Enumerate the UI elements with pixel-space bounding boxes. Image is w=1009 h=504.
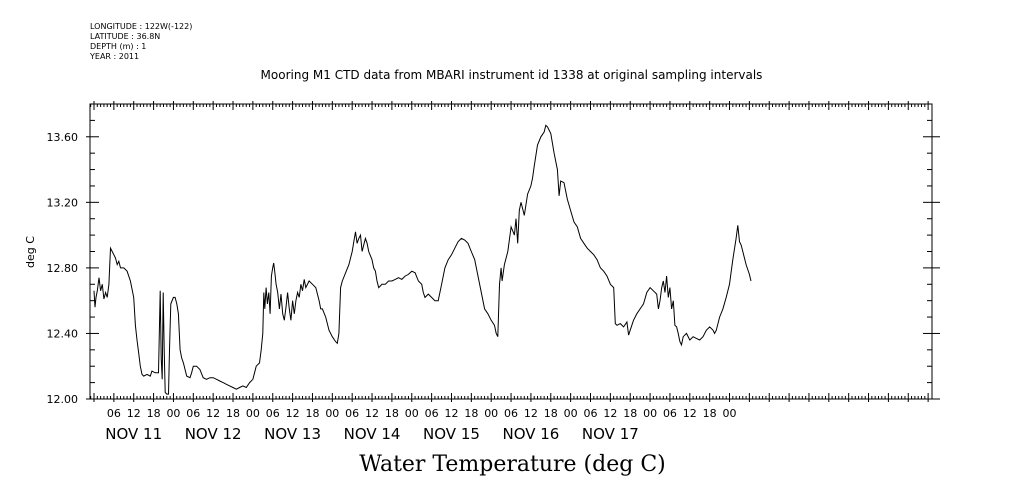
x-day-label: NOV 11 bbox=[105, 425, 162, 443]
x-tick-label: 18 bbox=[305, 407, 319, 420]
x-tick-label: 12 bbox=[444, 407, 458, 420]
x-tick-label: 18 bbox=[385, 407, 399, 420]
x-tick-label: 06 bbox=[107, 407, 121, 420]
x-tick-label: 18 bbox=[147, 407, 161, 420]
x-tick-label: 18 bbox=[623, 407, 637, 420]
x-tick-label: 06 bbox=[504, 407, 518, 420]
x-tick-label: 12 bbox=[127, 407, 141, 420]
x-tick-label: 06 bbox=[266, 407, 280, 420]
metadata-block: LONGITUDE : 122W(-122) LATITUDE : 36.8N … bbox=[90, 22, 192, 62]
y-tick-label: 12.40 bbox=[47, 327, 79, 340]
x-tick-label: 00 bbox=[564, 407, 578, 420]
x-tick-label: 00 bbox=[723, 407, 737, 420]
x-tick-label: 00 bbox=[246, 407, 260, 420]
x-tick-label: 18 bbox=[703, 407, 717, 420]
x-tick-label: 00 bbox=[166, 407, 180, 420]
depth-label: DEPTH (m) : 1 bbox=[90, 42, 147, 51]
x-tick-label: 18 bbox=[226, 407, 240, 420]
x-tick-label: 06 bbox=[345, 407, 359, 420]
x-day-label: NOV 17 bbox=[582, 425, 639, 443]
x-day-label: NOV 14 bbox=[344, 425, 401, 443]
series-line bbox=[93, 124, 752, 395]
x-tick-label: 18 bbox=[544, 407, 558, 420]
x-tick-label: 06 bbox=[425, 407, 439, 420]
x-tick-label: 12 bbox=[603, 407, 617, 420]
latitude-label: LATITUDE : 36.8N bbox=[90, 32, 161, 41]
x-tick-label: 06 bbox=[186, 407, 200, 420]
y-tick-label: 13.20 bbox=[47, 196, 79, 209]
axis-ticks bbox=[86, 101, 940, 402]
x-tick-label: 12 bbox=[206, 407, 220, 420]
axis-labels: 06 12 18 00 06 12 18 00 06 12 18 00 06 12 18 00 06 12 18 00… bbox=[47, 131, 737, 443]
x-day-label: NOV 16 bbox=[502, 425, 559, 443]
plot-frame bbox=[89, 103, 933, 400]
x-tick-label: 12 bbox=[286, 407, 300, 420]
year-label: YEAR : 2011 bbox=[90, 52, 140, 61]
x-tick-label: 12 bbox=[524, 407, 538, 420]
x-day-label: NOV 13 bbox=[264, 425, 321, 443]
x-tick-label: 00 bbox=[325, 407, 339, 420]
x-tick-label: 06 bbox=[584, 407, 598, 420]
x-day-label: NOV 15 bbox=[423, 425, 480, 443]
chart-title: Mooring M1 CTD data from MBARI instrumen… bbox=[260, 68, 763, 82]
x-tick-label: 12 bbox=[683, 407, 697, 420]
x-tick-label: 12 bbox=[365, 407, 379, 420]
x-tick-label: 00 bbox=[405, 407, 419, 420]
y-tick-label: 13.60 bbox=[47, 131, 79, 144]
x-tick-label: 00 bbox=[643, 407, 657, 420]
x-tick-label: 06 bbox=[663, 407, 677, 420]
y-tick-label: 12.00 bbox=[47, 393, 79, 406]
longitude-label: LONGITUDE : 122W(-122) bbox=[90, 22, 193, 31]
x-axis-caption: Water Temperature (deg C) bbox=[359, 452, 666, 477]
x-tick-label: 00 bbox=[484, 407, 498, 420]
x-tick-label: 18 bbox=[464, 407, 478, 420]
y-tick-label: 12.80 bbox=[47, 262, 79, 275]
y-axis-label: deg C bbox=[24, 236, 37, 268]
x-day-label: NOV 12 bbox=[185, 425, 242, 443]
